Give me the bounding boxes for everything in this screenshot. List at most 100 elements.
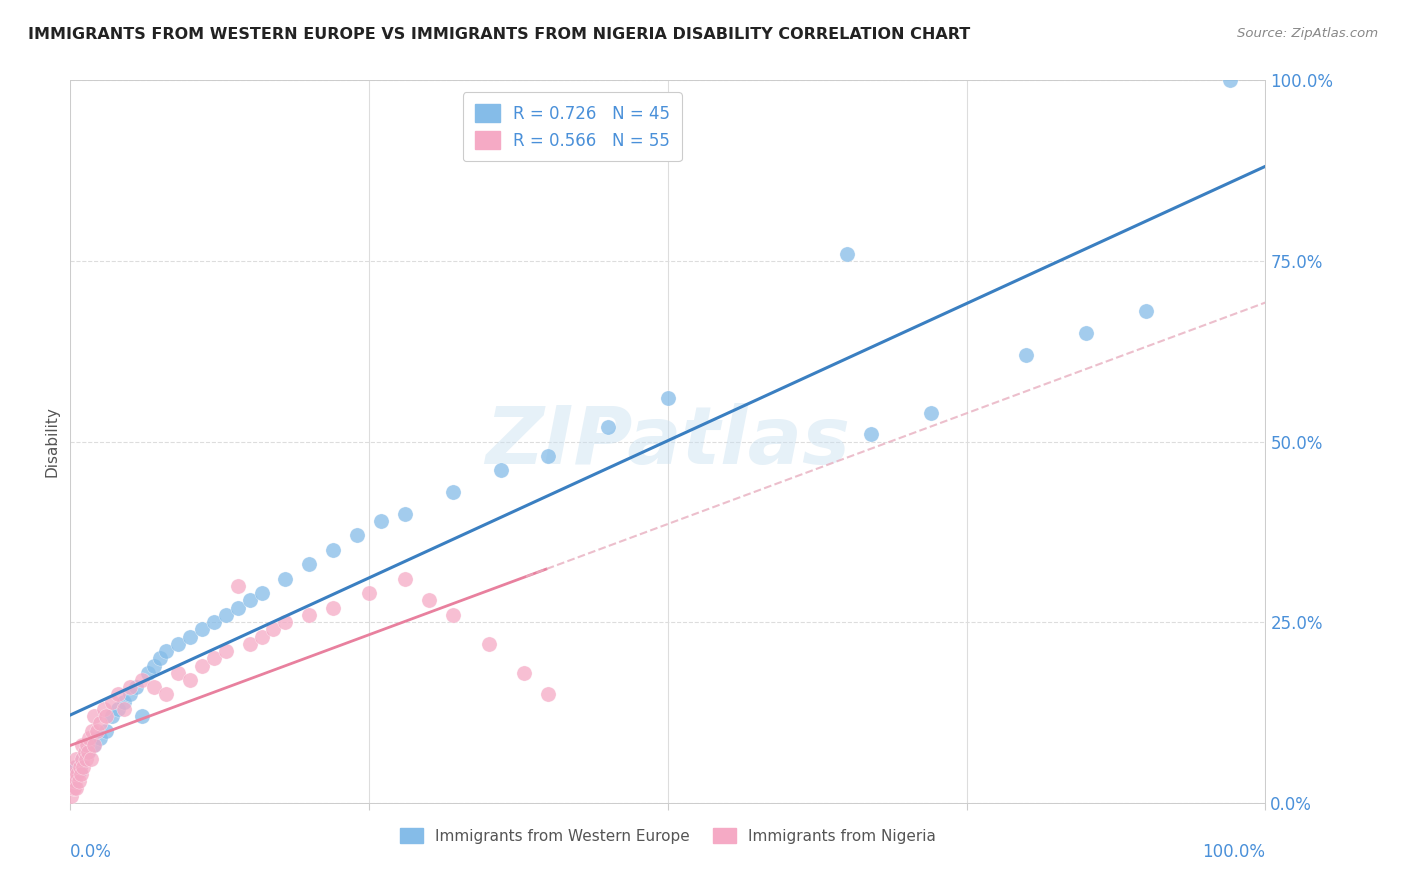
Point [131,709,153,723]
Point [70,767,93,781]
Point [69,760,91,774]
Point [239,593,262,607]
Point [167,665,190,680]
Point [226,579,249,593]
Point [167,637,190,651]
Point [322,542,344,557]
Point [537,449,560,463]
Point [143,680,166,694]
Point [62,781,84,796]
Point [179,673,201,687]
Point [80,723,103,738]
Point [131,673,153,687]
Point [214,644,236,658]
Text: Source: ZipAtlas.com: Source: ZipAtlas.com [1237,27,1378,40]
Point [1015,348,1038,362]
Point [67,774,90,789]
Point [70,752,93,766]
Point [202,651,225,665]
Text: ZIPatlas: ZIPatlas [485,402,851,481]
Point [63,781,86,796]
Point [274,572,297,586]
Point [79,752,101,766]
Point [63,774,86,789]
Point [1135,304,1157,318]
Point [226,600,249,615]
Point [920,406,942,420]
Point [136,665,159,680]
Point [101,709,124,723]
Point [837,246,859,260]
Point [77,745,100,759]
Point [77,745,100,759]
Point [62,774,84,789]
Point [63,767,86,781]
Point [513,665,536,680]
Point [101,695,124,709]
Point [489,463,512,477]
Point [69,764,91,778]
Point [72,760,94,774]
Point [93,702,115,716]
Point [860,427,883,442]
Point [263,623,285,637]
Point [418,593,440,607]
Point [112,695,135,709]
Legend: Immigrants from Western Europe, Immigrants from Nigeria: Immigrants from Western Europe, Immigran… [391,819,945,853]
Point [76,738,98,752]
Point [202,615,225,630]
Point [112,702,135,716]
Point [239,637,262,651]
Point [250,586,273,600]
Point [83,709,105,723]
Point [89,731,111,745]
Point [96,723,118,738]
Point [73,745,96,759]
Text: 100.0%: 100.0% [1202,843,1265,861]
Point [66,767,89,781]
Point [394,507,416,521]
Point [149,651,172,665]
Point [75,752,97,766]
Point [70,738,93,752]
Point [120,680,141,694]
Point [79,731,101,745]
Point [250,630,273,644]
Text: IMMIGRANTS FROM WESTERN EUROPE VS IMMIGRANTS FROM NIGERIA DISABILITY CORRELATION: IMMIGRANTS FROM WESTERN EUROPE VS IMMIGR… [28,27,970,42]
Point [65,781,87,796]
Point [441,607,464,622]
Point [89,716,111,731]
Point [62,774,84,789]
Point [96,709,118,723]
Point [298,558,321,572]
Point [191,658,214,673]
Point [598,420,620,434]
Point [274,615,297,630]
Point [394,572,416,586]
Point [537,687,560,701]
Point [1076,326,1098,341]
Point [86,723,108,738]
Point [1219,73,1241,87]
Point [155,644,177,658]
Point [322,600,344,615]
Point [65,752,87,766]
Text: 0.0%: 0.0% [70,843,112,861]
Point [107,702,129,716]
Point [298,607,321,622]
Point [83,738,105,752]
Point [346,528,368,542]
Point [657,391,679,405]
Point [191,623,214,637]
Point [370,514,392,528]
Point [179,630,201,644]
Point [83,738,105,752]
Point [63,767,86,781]
Point [60,789,83,803]
Point [143,658,166,673]
Point [107,687,129,701]
Point [120,687,141,701]
Y-axis label: Disability: Disability [44,406,59,477]
Point [155,687,177,701]
Point [125,680,148,694]
